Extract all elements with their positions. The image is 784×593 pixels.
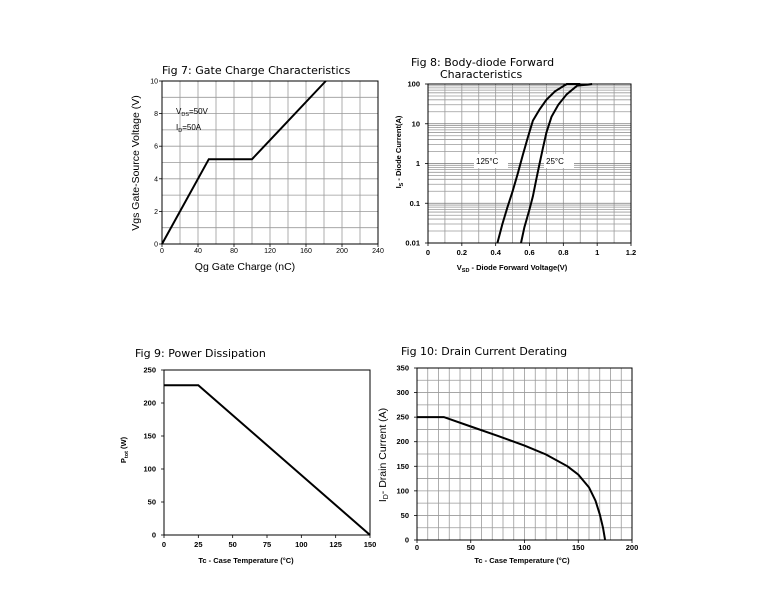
fig10-x-ticks: 0 50 100 150 200 <box>415 540 638 552</box>
fig10-x-tick-label-3: 150 <box>572 543 585 552</box>
fig8-x-tick-label-6: 1.2 <box>626 248 636 257</box>
fig7-y-tick-label-2: 4 <box>154 176 158 183</box>
fig10-y-axis-label: ID- Drain Current (A) <box>377 408 390 502</box>
fig9-y-axis-label: Ptot (W) <box>119 436 130 463</box>
fig7-title: Fig 7: Gate Charge Characteristics <box>162 64 351 77</box>
fig9-x-axis-label: Tc - Case Temperature (°C) <box>198 556 294 565</box>
fig9-x-tick-label-5: 125 <box>329 540 342 549</box>
fig8-y-axis-label: IS - Diode Current(A) <box>394 115 405 188</box>
fig9-x-tick-label-6: 150 <box>364 540 377 549</box>
fig9-y-tick-label-1: 50 <box>148 498 156 507</box>
fig10-x-tick-label-1: 50 <box>467 543 475 552</box>
fig8-series-label-125: 125°C <box>476 157 499 166</box>
fig8-x-tick-label-5: 1 <box>595 248 599 257</box>
fig9-title: Fig 9: Power Dissipation <box>135 347 266 360</box>
fig7-y-tick-label-3: 6 <box>154 144 158 151</box>
fig7-annotation-id: ID=50A <box>176 123 202 134</box>
fig8-title: Fig 8: Body-diode Forward <box>411 56 554 69</box>
fig10-y-tick-label-2: 100 <box>396 486 409 495</box>
fig9-y-tick-label-2: 100 <box>143 465 156 474</box>
fig10-title: Fig 10: Drain Current Derating <box>401 345 567 358</box>
fig8-x-tick-label-0: 0 <box>426 248 430 257</box>
fig9-y-tick-label-0: 0 <box>152 531 156 540</box>
fig7-y-axis-label: Vgs Gate-Source Voltage (V) <box>130 95 142 230</box>
fig8-x-tick-label-4: 0.8 <box>558 248 568 257</box>
fig7-x-tick-label-3: 120 <box>264 248 276 255</box>
fig7-x-tick-label-2: 80 <box>230 248 238 255</box>
fig7-annotation-vds: VDS=50V <box>176 107 209 118</box>
fig8-x-tick-label-1: 0.2 <box>457 248 467 257</box>
fig9-frame <box>163 369 371 536</box>
fig7-x-tick-label-4: 160 <box>300 248 312 255</box>
fig8-label-bg-25 <box>544 154 574 168</box>
fig10-series-0-line <box>417 416 607 541</box>
fig10-y-tick-label-0: 0 <box>405 536 409 545</box>
fig8-x-axis-label: VSD - Diode Forward Voltage(V) <box>457 263 568 274</box>
fig7-x-tick-label-5: 200 <box>336 248 348 255</box>
fig10-x-tick-label-4: 200 <box>626 543 639 552</box>
fig7-x-tick-label-0: 0 <box>160 248 164 255</box>
fig7-y-tick-label-1: 2 <box>154 209 158 216</box>
fig10-x-axis-label: Tc - Case Temperature (°C) <box>474 556 570 565</box>
fig10-y-tick-label-1: 50 <box>401 511 409 520</box>
fig8-title-line2: Characteristics <box>440 68 523 81</box>
fig10-curves <box>417 416 607 541</box>
fig9-x-tick-label-1: 25 <box>194 540 202 549</box>
fig10-y-tick-label-4: 200 <box>396 437 409 446</box>
fig9-y-ticks: 0 50 100 150 200 250 <box>143 366 164 540</box>
fig7-y-ticks: 0 2 4 6 8 10 <box>150 79 162 249</box>
fig9-x-tick-label-0: 0 <box>162 540 166 549</box>
fig10-y-tick-label-6: 300 <box>396 388 409 397</box>
fig7-y-tick-label-5: 10 <box>150 79 158 86</box>
fig9-curves <box>164 384 371 536</box>
chart-fig9: Fig 9: Power Dissipation 0 25 50 75 100 125 15… <box>119 347 376 565</box>
fig9-x-tick-label-2: 50 <box>228 540 236 549</box>
fig8-y-tick-label-0: 0.01 <box>405 239 420 248</box>
fig9-series-0-line <box>164 384 371 536</box>
chart-fig8: Fig 8: Body-diode Forward Characteristic… <box>394 56 636 274</box>
chart-fig7: Fig 7: Gate Charge Characteristics 0 40 80… <box>130 64 384 273</box>
fig8-label-bg-125 <box>474 154 508 168</box>
fig7-y-tick-label-4: 8 <box>154 111 158 118</box>
fig8-y-ticks: 0.01 0.1 1 10 100 <box>405 80 428 248</box>
fig9-y-tick-label-5: 250 <box>143 366 156 375</box>
fig7-x-ticks: 0 40 80 120 160 200 240 <box>160 244 384 255</box>
chart-fig10: Fig 10: Drain Current Derating 0 50 100 150… <box>377 345 638 565</box>
fig8-x-tick-label-2: 0.4 <box>490 248 501 257</box>
fig7-x-tick-label-1: 40 <box>194 248 202 255</box>
fig7-curves <box>161 80 327 245</box>
fig8-x-ticks: 0 0.2 0.4 0.6 0.8 1 1.2 <box>426 243 636 257</box>
fig8-y-tick-label-2: 1 <box>416 159 420 168</box>
fig7-x-tick-label-6: 240 <box>372 248 384 255</box>
fig8-grid <box>428 84 631 243</box>
fig10-x-tick-label-2: 100 <box>518 543 531 552</box>
fig7-y-tick-label-0: 0 <box>154 242 158 249</box>
fig10-y-ticks: 0 50 100 150 200 250 300 350 <box>396 364 417 545</box>
fig10-y-tick-label-7: 350 <box>396 364 409 373</box>
fig9-y-tick-label-3: 150 <box>143 432 156 441</box>
fig10-y-tick-label-5: 250 <box>396 413 409 422</box>
fig8-series-0-line <box>496 83 581 244</box>
fig7-grid <box>162 81 378 244</box>
fig7-series-0-line <box>161 80 327 245</box>
fig8-y-tick-label-3: 10 <box>412 119 420 128</box>
fig9-y-tick-label-4: 200 <box>143 399 156 408</box>
fig8-x-tick-label-3: 0.6 <box>524 248 534 257</box>
fig8-series-label-25: 25°C <box>546 157 564 166</box>
fig8-y-tick-label-1: 0.1 <box>410 199 420 208</box>
fig10-x-tick-label-0: 0 <box>415 543 419 552</box>
fig8-y-tick-label-4: 100 <box>407 80 420 89</box>
fig10-y-tick-label-3: 150 <box>396 462 409 471</box>
fig9-x-ticks: 0 25 50 75 100 125 150 <box>162 535 376 549</box>
fig9-x-tick-label-4: 100 <box>295 540 308 549</box>
fig9-x-tick-label-3: 75 <box>263 540 271 549</box>
fig7-x-axis-label: Qg Gate Charge (nC) <box>195 261 295 273</box>
fig8-curves <box>496 83 593 244</box>
fig8-series-1-line <box>520 83 593 244</box>
